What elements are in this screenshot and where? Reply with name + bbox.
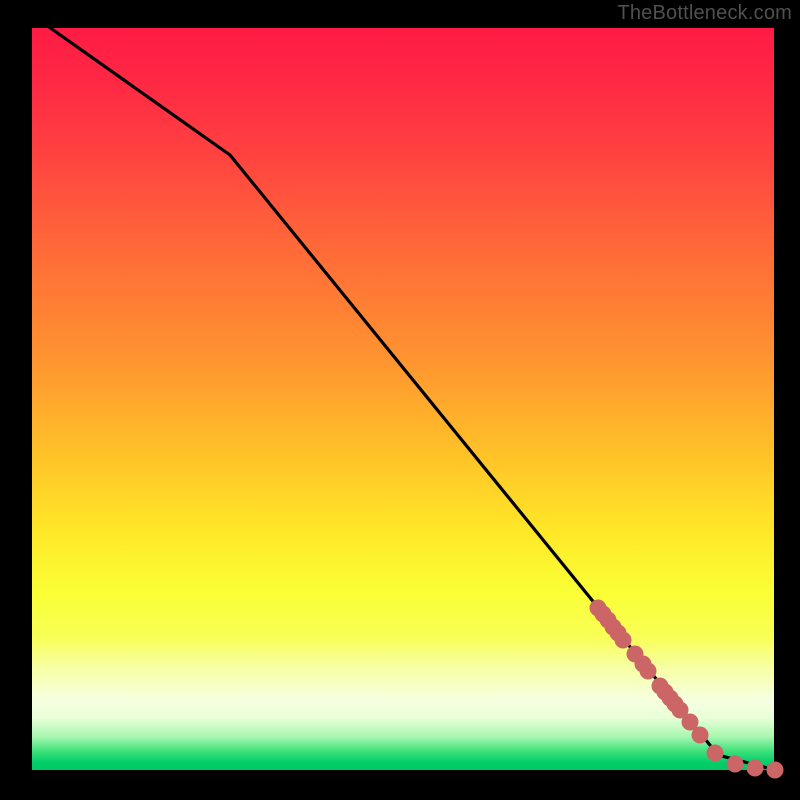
data-marker	[692, 727, 709, 744]
chart-background	[32, 28, 774, 770]
data-marker	[747, 760, 764, 777]
bottleneck-chart: TheBottleneck.com	[0, 0, 800, 800]
watermark-text: TheBottleneck.com	[617, 2, 792, 25]
data-marker	[640, 663, 657, 680]
data-marker	[707, 745, 724, 762]
data-marker	[615, 632, 632, 649]
data-marker	[727, 756, 744, 773]
data-marker	[767, 762, 784, 779]
chart-svg	[0, 0, 800, 800]
